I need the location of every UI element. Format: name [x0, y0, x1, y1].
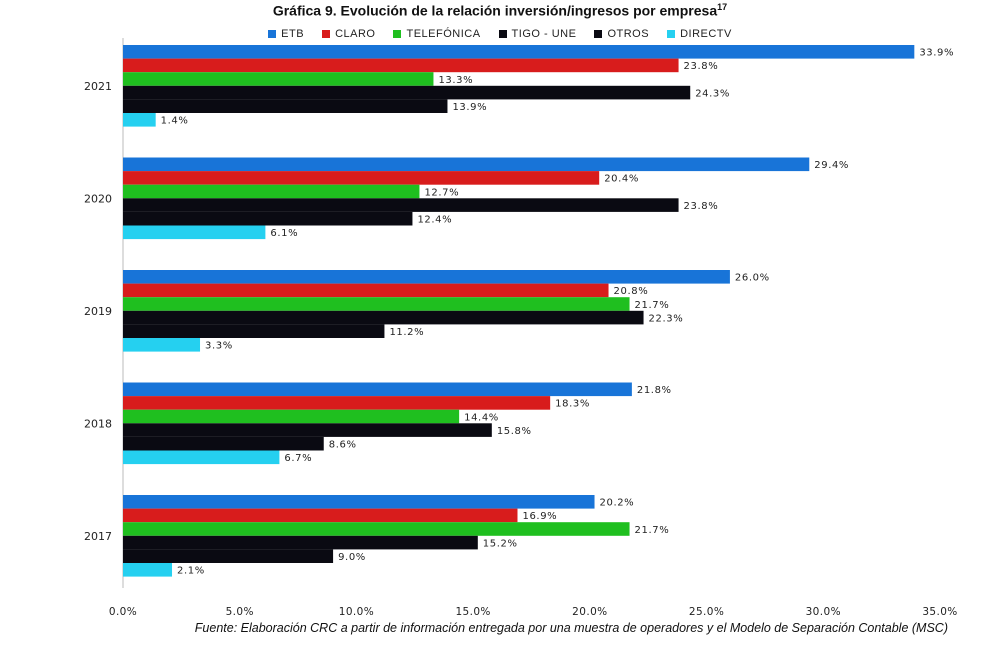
data-label-claro-2020: 20.4% — [604, 174, 639, 185]
data-label-otros-2017: 9.0% — [338, 552, 366, 563]
chart-title-text: Gráfica 9. Evolución de la relación inve… — [272, 2, 718, 19]
bar-claro-2018 — [123, 396, 551, 410]
data-label-telefonica-2021: 13.3% — [438, 75, 473, 86]
data-label-etb-2020: 29.4% — [814, 160, 849, 171]
bar-otros-2019 — [123, 324, 385, 338]
bar-tigo-une-2018 — [123, 423, 492, 437]
data-label-otros-2021: 13.9% — [452, 102, 487, 113]
x-tick-label: 5.0% — [226, 606, 254, 618]
legend-label: TELEFÓNICA — [406, 28, 481, 40]
legend-swatch — [667, 30, 676, 38]
bar-otros-2021 — [123, 99, 448, 113]
data-label-claro-2021: 23.8% — [684, 61, 719, 72]
bar-claro-2020 — [123, 171, 600, 185]
bar-directv-2021 — [123, 113, 156, 127]
bar-otros-2020 — [123, 211, 413, 226]
legend-label: ETB — [281, 28, 305, 40]
bar-claro-2019 — [123, 283, 609, 298]
x-tick-label: 15.0% — [455, 606, 490, 618]
legend-item-claro: CLARO — [322, 28, 375, 40]
bar-otros-2017 — [123, 549, 334, 563]
legend-item-tigo-une: TIGO - UNE — [498, 28, 577, 40]
legend-label: DIRECTV — [680, 28, 732, 40]
bar-tigo-une-2019 — [123, 310, 644, 325]
data-label-claro-2017: 16.9% — [522, 511, 557, 522]
bar-tigo-une-2021 — [123, 85, 691, 100]
category-label-2019: 2019 — [84, 305, 112, 318]
bar-directv-2019 — [123, 338, 201, 352]
title-footnote: 17 — [717, 2, 728, 12]
bar-etb-2019 — [123, 270, 730, 284]
data-label-etb-2017: 20.2% — [600, 498, 635, 509]
legend-item-telefonica: TELEFÓNICA — [393, 28, 480, 40]
data-label-tigo-une-2019: 22.3% — [649, 313, 684, 324]
chart-legend: ETB CLARO TELEFÓNICA TIGO - UNE OTROS DIRECTV — [0, 28, 1000, 40]
data-label-directv-2018: 6.7% — [284, 453, 312, 464]
x-tick-label: 10.0% — [339, 606, 374, 618]
data-label-otros-2018: 8.6% — [329, 440, 357, 451]
data-label-tigo-une-2018: 15.8% — [497, 426, 532, 437]
bar-telefonica-2021 — [123, 72, 434, 86]
data-label-tigo-une-2020: 23.8% — [684, 201, 719, 212]
legend-label: OTROS — [607, 28, 650, 40]
legend-swatch — [322, 30, 331, 38]
bar-telefonica-2019 — [123, 297, 630, 311]
data-label-etb-2019: 26.0% — [735, 273, 770, 284]
data-label-tigo-une-2017: 15.2% — [483, 538, 518, 549]
legend-item-directv: DIRECTV — [667, 28, 732, 40]
data-label-claro-2018: 18.3% — [555, 399, 590, 410]
data-label-directv-2021: 1.4% — [161, 116, 189, 127]
data-label-otros-2020: 12.4% — [417, 215, 452, 226]
legend-swatch — [393, 30, 402, 38]
data-label-directv-2017: 2.1% — [177, 566, 205, 577]
x-tick-label: 25.0% — [689, 606, 724, 618]
bar-etb-2020 — [123, 157, 810, 172]
data-label-telefonica-2017: 21.7% — [635, 525, 670, 536]
bar-etb-2018 — [123, 382, 632, 397]
legend-label: TIGO - UNE — [511, 28, 577, 40]
x-tick-label: 30.0% — [806, 606, 841, 618]
x-tick-label: 0.0% — [109, 606, 137, 618]
data-label-etb-2021: 33.9% — [919, 48, 954, 59]
category-label-2017: 2017 — [84, 530, 112, 543]
legend-item-etb: ETB — [268, 28, 304, 40]
legend-swatch — [594, 30, 603, 38]
data-label-telefonica-2019: 21.7% — [635, 300, 670, 311]
bar-etb-2017 — [123, 495, 595, 509]
legend-label: CLARO — [335, 28, 376, 40]
data-label-directv-2020: 6.1% — [270, 228, 298, 239]
legend-swatch — [498, 30, 507, 38]
bar-tigo-une-2020 — [123, 198, 679, 212]
data-label-directv-2019: 3.3% — [205, 341, 233, 352]
data-label-etb-2018: 21.8% — [637, 385, 672, 396]
x-tick-label: 35.0% — [922, 606, 957, 618]
bar-otros-2018 — [123, 436, 324, 451]
chart-title: Gráfica 9. Evolución de la relación inve… — [0, 2, 1000, 19]
bar-telefonica-2018 — [123, 409, 460, 424]
data-label-tigo-une-2021: 24.3% — [695, 88, 730, 99]
data-label-claro-2019: 20.8% — [614, 286, 649, 297]
category-label-2021: 2021 — [84, 80, 112, 93]
bar-tigo-une-2017 — [123, 535, 478, 550]
bar-telefonica-2017 — [123, 522, 630, 536]
bar-etb-2021 — [123, 45, 915, 59]
legend-swatch — [268, 30, 277, 38]
bar-claro-2021 — [123, 58, 679, 73]
category-label-2020: 2020 — [84, 192, 112, 205]
bar-directv-2020 — [123, 225, 266, 240]
bar-telefonica-2020 — [123, 184, 420, 199]
data-label-telefonica-2018: 14.4% — [464, 412, 499, 423]
bar-directv-2017 — [123, 563, 173, 577]
bar-directv-2018 — [123, 450, 280, 465]
data-label-telefonica-2020: 12.7% — [424, 187, 459, 198]
legend-item-otros: OTROS — [594, 28, 649, 40]
category-label-2018: 2018 — [84, 417, 112, 430]
x-tick-label: 20.0% — [572, 606, 607, 618]
data-label-otros-2019: 11.2% — [389, 327, 424, 338]
source-note: Fuente: Elaboración CRC a partir de info… — [194, 621, 948, 635]
bar-claro-2017 — [123, 508, 518, 523]
